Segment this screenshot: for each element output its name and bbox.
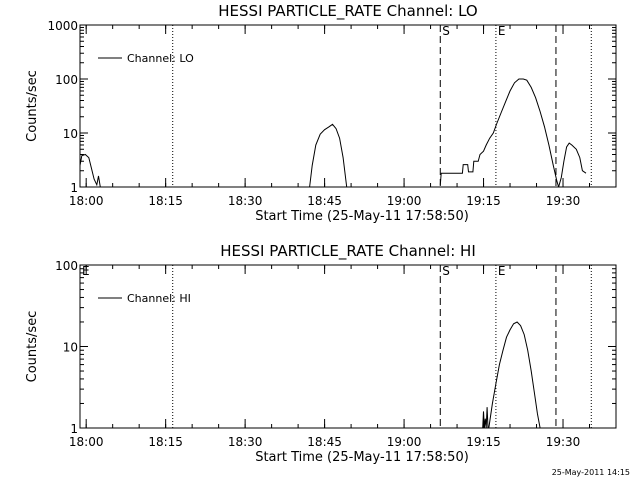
- x-axis-label: Start Time (25-May-11 17:58:50): [255, 209, 469, 224]
- chart-title: HESSI PARTICLE_RATE Channel: LO: [218, 2, 477, 21]
- y-tick-label: 100: [55, 73, 78, 87]
- y-axis-label: Counts/sec: [25, 70, 40, 142]
- y-tick-label: 10: [63, 127, 78, 141]
- x-tick-label: 18:00: [69, 194, 104, 208]
- series-line: [79, 153, 101, 188]
- x-tick-label: 19:30: [546, 194, 581, 208]
- series-line: [439, 78, 560, 188]
- series-line: [488, 321, 541, 429]
- x-tick-label: 18:45: [307, 435, 342, 449]
- x-tick-label: 19:15: [466, 435, 501, 449]
- y-axis-label: Counts/sec: [25, 311, 40, 383]
- x-tick-label: 18:15: [148, 194, 183, 208]
- event-marker-label: E: [82, 264, 90, 278]
- chart-panel-1: HESSI PARTICLE_RATE Channel: LO 1 10 100 100…: [25, 2, 617, 224]
- y-tick-label: 1: [70, 422, 78, 436]
- footer-timestamp: 25-May-2011 14:15: [551, 468, 630, 477]
- plot-frame: [79, 24, 617, 188]
- chart-panel-2: HESSI PARTICLE_RATE Channel: HI 1 10 100 Cou…: [25, 242, 617, 465]
- series-line: [482, 407, 489, 429]
- legend-label: Channel: HI: [127, 292, 191, 305]
- x-tick-label: 19:00: [387, 435, 422, 449]
- x-tick-label: 18:30: [228, 194, 263, 208]
- y-tick-label: 1000: [47, 19, 78, 33]
- x-tick-label: 19:15: [466, 194, 501, 208]
- event-marker-label: E: [498, 24, 506, 38]
- x-tick-label: 19:00: [387, 194, 422, 208]
- y-tick-label: 10: [63, 341, 78, 355]
- x-axis-label: Start Time (25-May-11 17:58:50): [255, 450, 469, 465]
- x-tick-label: 18:30: [228, 435, 263, 449]
- event-marker-label: E: [498, 264, 506, 278]
- x-tick-label: 19:30: [546, 435, 581, 449]
- event-marker-label: S: [442, 24, 450, 38]
- legend-label: Channel: LO: [127, 52, 194, 65]
- x-tick-label: 18:15: [148, 435, 183, 449]
- event-marker-label: S: [442, 264, 450, 278]
- x-tick-label: 18:45: [307, 194, 342, 208]
- y-tick-label: 100: [55, 259, 78, 273]
- series-line: [309, 123, 348, 188]
- x-tick-label: 18:00: [69, 435, 104, 449]
- y-tick-label: 1: [70, 181, 78, 195]
- chart-title: HESSI PARTICLE_RATE Channel: HI: [220, 242, 476, 261]
- series-line: [558, 142, 587, 188]
